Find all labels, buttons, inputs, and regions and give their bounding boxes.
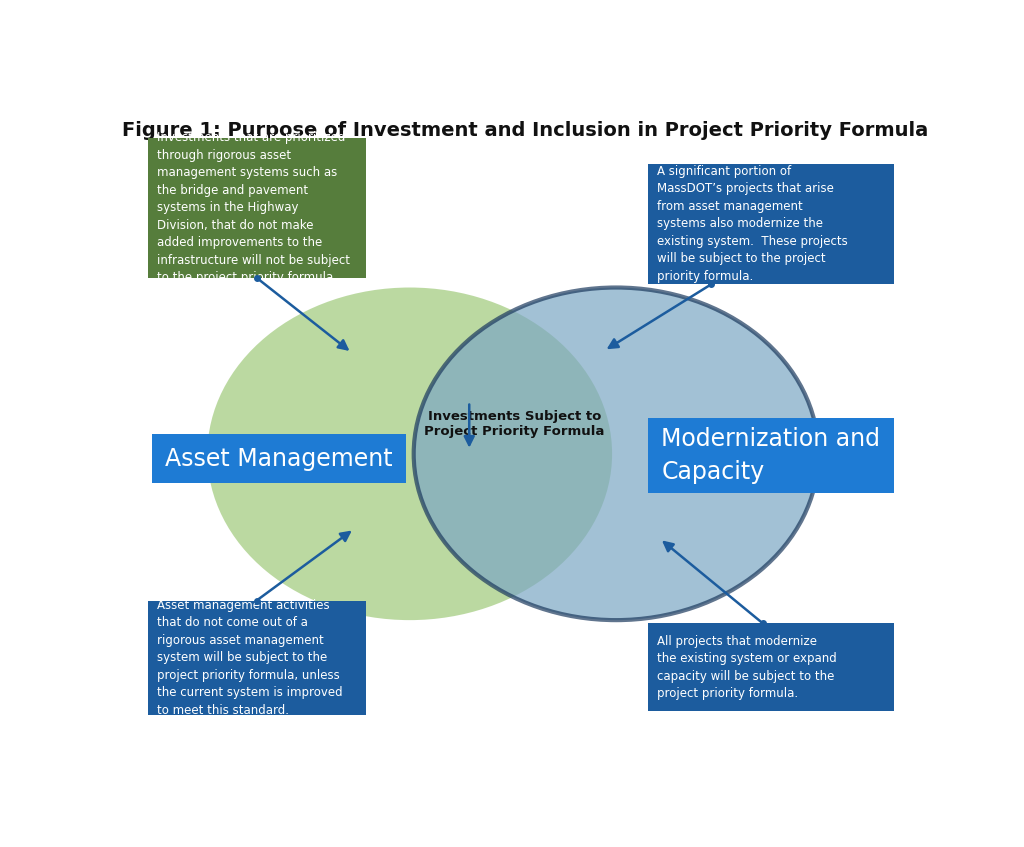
FancyBboxPatch shape	[648, 418, 894, 493]
Circle shape	[414, 287, 818, 620]
Text: Figure 1: Purpose of Investment and Inclusion in Project Priority Formula: Figure 1: Purpose of Investment and Incl…	[122, 121, 928, 141]
Text: Modernization and
Capacity: Modernization and Capacity	[662, 427, 881, 484]
Text: Asset Management: Asset Management	[165, 446, 392, 471]
FancyBboxPatch shape	[152, 435, 406, 483]
Text: Asset management activities
that do not come out of a
rigorous asset management
: Asset management activities that do not …	[158, 599, 343, 717]
FancyBboxPatch shape	[648, 163, 894, 285]
Text: A significant portion of
MassDOT’s projects that arise
from asset management
sys: A significant portion of MassDOT’s proje…	[657, 165, 848, 283]
FancyBboxPatch shape	[147, 601, 367, 715]
FancyBboxPatch shape	[147, 137, 367, 278]
Text: Investments Subject to
Project Priority Formula: Investments Subject to Project Priority …	[424, 411, 604, 439]
Text: All projects that modernize
the existing system or expand
capacity will be subje: All projects that modernize the existing…	[657, 634, 837, 700]
Text: Investments that are prioritized
through rigorous asset
management systems such : Investments that are prioritized through…	[158, 131, 350, 284]
Circle shape	[207, 287, 612, 620]
FancyBboxPatch shape	[648, 623, 894, 711]
